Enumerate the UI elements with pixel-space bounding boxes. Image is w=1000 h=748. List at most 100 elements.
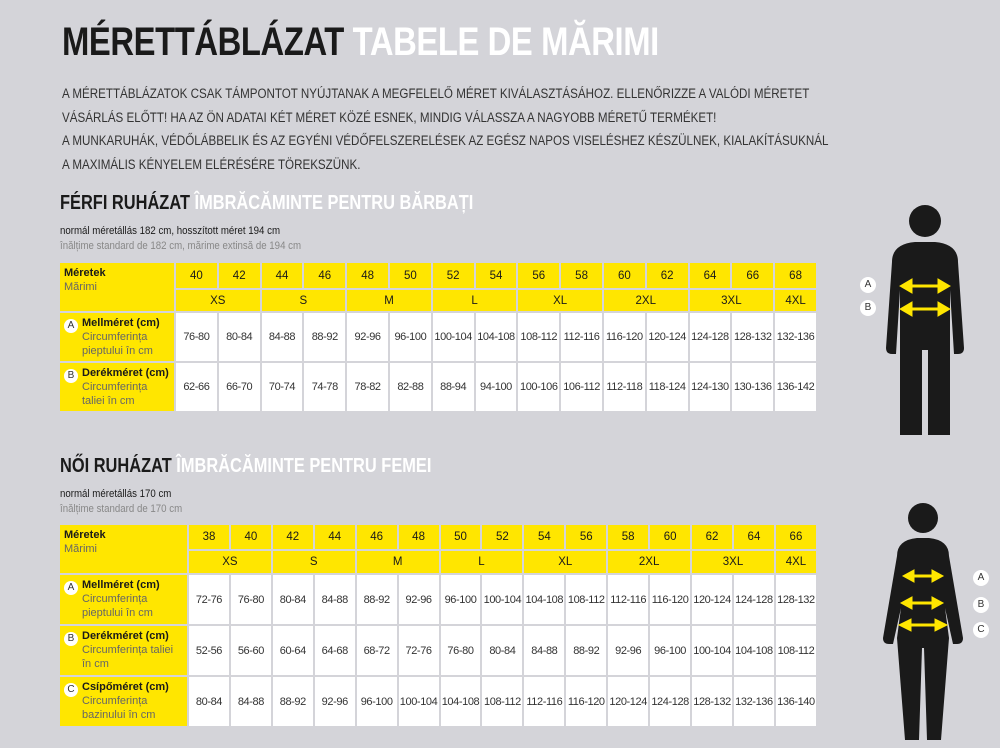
size-number: 64 xyxy=(733,525,774,549)
intro-text: A MÉRETTÁBLÁZATOK CSAK TÁMPONTOT NYÚJTAN… xyxy=(62,82,836,176)
row-label-wrap: A Mellméret (cm) Circumferința pieptului î… xyxy=(64,316,170,358)
letter-size: XL xyxy=(518,290,602,311)
table-cell: 70-74 xyxy=(261,363,303,411)
table-cell: 74-78 xyxy=(304,363,346,411)
row-label-ro: Circumferința pieptului în cm xyxy=(82,593,153,619)
letter-size: 3XL xyxy=(689,290,774,311)
size-label-ro: Mărimi xyxy=(64,543,97,555)
size-number: 68 xyxy=(775,263,816,288)
letter-size: S xyxy=(261,290,346,311)
table-cell: 136-142 xyxy=(775,363,816,411)
table-row: A Mellméret (cm) Circumferința pieptului î… xyxy=(60,575,816,624)
table-cell: 96-100 xyxy=(389,313,431,361)
women-note: normál méretállás 170 cm înălțime standar… xyxy=(60,487,182,517)
letter-size: L xyxy=(440,551,523,573)
table-cell: 116-120 xyxy=(603,313,645,361)
table-cell: 84-88 xyxy=(524,626,565,675)
man-figure-icon xyxy=(886,205,964,435)
row-label: A Mellméret (cm) Circumferința pieptului î… xyxy=(60,575,187,624)
letter-size: XS xyxy=(189,551,271,573)
row-label-text: Derékméret (cm) Circumferința taliei în c… xyxy=(82,366,170,408)
size-number: 46 xyxy=(356,525,397,549)
row-label-hu: Derékméret (cm) xyxy=(82,630,169,642)
women-note-hu: normál méretállás 170 cm xyxy=(60,488,172,500)
letter-size: L xyxy=(432,290,517,311)
row-label: C Csípőméret (cm) Circumferința bazinului … xyxy=(60,677,187,726)
size-number: 54 xyxy=(475,263,517,288)
size-number: 42 xyxy=(272,525,313,549)
letter-size: S xyxy=(272,551,355,573)
table-cell: 112-118 xyxy=(603,363,645,411)
table-cell: 68-72 xyxy=(356,626,397,675)
size-number: 46 xyxy=(304,263,346,288)
men-size-table: Méretek Mărimi 40 42 44 46 48 50 52 54 56 58 60 62 64 6… xyxy=(58,261,818,413)
size-label-ro: Mărimi xyxy=(64,281,97,293)
figure-label-b: B xyxy=(973,597,989,613)
table-cell: 108-112 xyxy=(566,575,607,624)
intro-line: VÁSÁRLÁS ELŐTT! HA AZ ÖN ADATAI KÉT MÉRE… xyxy=(62,109,717,125)
letter-size: XS xyxy=(176,290,260,311)
letter-size-row: XS S M L XL 2XL 3XL 4XL xyxy=(60,290,816,311)
table-cell: 108-112 xyxy=(775,626,816,675)
size-number: 58 xyxy=(561,263,602,288)
row-label-hu: Mellméret (cm) xyxy=(82,317,160,329)
table-cell: 80-84 xyxy=(482,626,523,675)
row-label-wrap: B Derékméret (cm) Circumferința taliei în … xyxy=(64,629,183,671)
size-number: 44 xyxy=(261,263,303,288)
letter-size: 2XL xyxy=(603,290,688,311)
size-number: 58 xyxy=(608,525,649,549)
table-cell: 72-76 xyxy=(189,575,229,624)
table-cell: 96-100 xyxy=(356,677,397,726)
table-row: B Derékméret (cm) Circumferința taliei în … xyxy=(60,626,816,675)
table-cell: 130-136 xyxy=(732,363,774,411)
table-cell: 120-124 xyxy=(692,575,732,624)
size-number: 40 xyxy=(176,263,217,288)
letter-size: 4XL xyxy=(775,290,816,311)
table-cell: 72-76 xyxy=(398,626,439,675)
size-number: 52 xyxy=(432,263,474,288)
table-cell: 84-88 xyxy=(230,677,271,726)
row-label-text: Csípőméret (cm) Circumferința bazinului î… xyxy=(82,680,183,722)
size-number: 48 xyxy=(398,525,439,549)
table-cell: 118-124 xyxy=(646,363,688,411)
women-heading-ro: ÎMBRĂCĂMINTE PENTRU FEMEI xyxy=(176,455,432,477)
letter-size: M xyxy=(347,290,431,311)
woman-figure-icon xyxy=(883,503,963,740)
table-cell: 108-112 xyxy=(518,313,560,361)
size-number: 54 xyxy=(524,525,565,549)
table-cell: 116-120 xyxy=(566,677,607,726)
table-cell: 120-124 xyxy=(646,313,688,361)
intro-line: A MAXIMÁLIS KÉNYELEM ELÉRÉSÉRE TÖREKSZÜN… xyxy=(62,156,361,172)
size-label-hu: Méretek xyxy=(64,267,106,279)
men-note-hu: normál méretállás 182 cm, hosszított mér… xyxy=(60,225,281,237)
row-label: A Mellméret (cm) Circumferința pieptului î… xyxy=(60,313,174,361)
size-number: 38 xyxy=(189,525,229,549)
row-label-text: Mellméret (cm) Circumferința pieptului în… xyxy=(82,316,170,358)
table-cell: 94-100 xyxy=(475,363,517,411)
title-ro: TABELE DE MĂRIMI xyxy=(352,20,660,64)
table-cell: 88-92 xyxy=(566,626,607,675)
table-cell: 88-92 xyxy=(356,575,397,624)
table-cell: 80-84 xyxy=(218,313,260,361)
size-number: 56 xyxy=(566,525,607,549)
table-cell: 88-94 xyxy=(432,363,474,411)
men-note: normál méretállás 182 cm, hosszított mér… xyxy=(60,224,301,254)
table-cell: 62-66 xyxy=(176,363,217,411)
table-cell: 124-128 xyxy=(650,677,691,726)
table-cell: 112-116 xyxy=(561,313,602,361)
size-number: 42 xyxy=(218,263,260,288)
table-cell: 96-100 xyxy=(440,575,481,624)
letter-size: XL xyxy=(524,551,607,573)
table-cell: 88-92 xyxy=(272,677,313,726)
table-cell: 100-104 xyxy=(432,313,474,361)
size-number: 50 xyxy=(440,525,481,549)
women-note-ro: înălțime standard de 170 cm xyxy=(60,503,183,515)
table-row: A Mellméret (cm) Circumferința pieptului î… xyxy=(60,313,816,361)
size-number-row: Méretek Mărimi 40 42 44 46 48 50 52 54 56 58 60 62 64 6… xyxy=(60,263,816,311)
table-cell: 84-88 xyxy=(261,313,303,361)
letter-size: 2XL xyxy=(608,551,691,573)
size-number: 66 xyxy=(732,263,774,288)
table-cell: 100-104 xyxy=(398,677,439,726)
row-label-ro: Circumferința taliei în cm xyxy=(82,381,148,407)
size-number: 62 xyxy=(646,263,688,288)
